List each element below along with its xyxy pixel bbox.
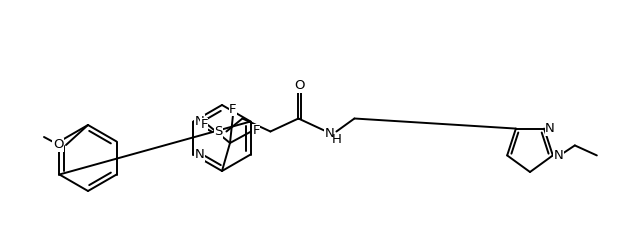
Text: N: N [554,149,564,162]
Text: N: N [545,122,555,135]
Text: N: N [194,115,204,128]
Text: F: F [253,124,260,137]
Text: S: S [214,125,223,138]
Text: H: H [332,133,341,146]
Text: O: O [53,138,63,151]
Text: F: F [229,102,236,115]
Text: N: N [324,127,334,140]
Text: O: O [294,79,305,92]
Text: N: N [194,148,204,161]
Text: F: F [201,118,208,132]
